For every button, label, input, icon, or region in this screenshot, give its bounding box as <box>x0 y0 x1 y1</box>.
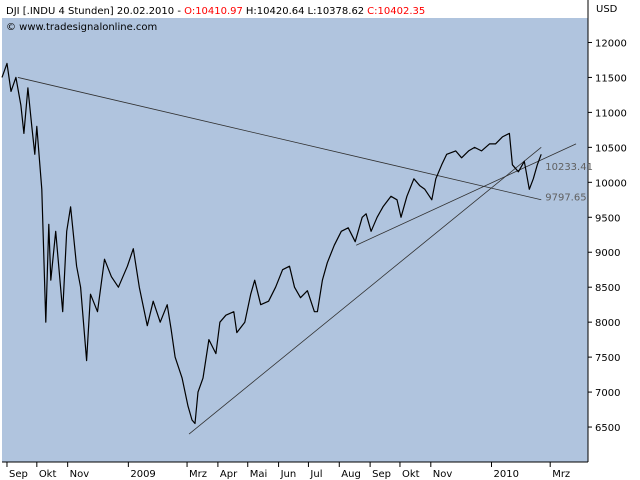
x-axis: Sep Okt Nov 2009 Mrz Apr Mai Jun Jul Aug Sep Okt Nov… <box>6 462 570 480</box>
header-line: DJI [.INDU 4 Stunden] 20.02.2010 - O:104… <box>6 6 425 17</box>
x-tick-label: Mrz <box>552 469 570 480</box>
x-tick-label: Aug <box>341 469 361 480</box>
y-tick-label: 12000 <box>595 38 627 49</box>
x-tick-label: Nov <box>70 469 90 480</box>
x-tick-label: 2010 <box>493 469 518 480</box>
watermark: © www.tradesignalonline.com <box>6 22 157 33</box>
x-tick-label: Okt <box>402 469 420 480</box>
header-high: H:10420.64 <box>246 6 305 17</box>
x-tick-label: Sep <box>372 469 391 480</box>
y-tick-label: 9000 <box>595 248 620 259</box>
x-tick-label: Okt <box>39 469 57 480</box>
x-tick-label: Mai <box>250 469 268 480</box>
x-tick-label: Sep <box>9 469 28 480</box>
y-tick-label: 11500 <box>595 73 627 84</box>
price-line[interactable] <box>1 62 542 425</box>
y-tick-label: 10500 <box>595 143 627 154</box>
y-tick-label: 9500 <box>595 213 620 224</box>
header-close: C:10402.35 <box>367 6 425 17</box>
y-axis: 6500 7000 7500 8000 8500 9000 9500 10000 10500 11… <box>588 38 627 434</box>
y-tick-label: 7000 <box>595 388 620 399</box>
header-low: L:10378.62 <box>308 6 365 17</box>
y-tick-label: 10000 <box>595 178 627 189</box>
header-symbol: DJI [.INDU 4 Stunden] 20.02.2010 - <box>6 6 184 17</box>
plot-area[interactable] <box>2 18 588 462</box>
currency-label: USD <box>596 4 618 15</box>
x-tick-label: Jun <box>280 469 297 480</box>
x-tick-label: Mrz <box>189 469 207 480</box>
price-series <box>1 62 542 425</box>
y-tick-label: 8000 <box>595 318 620 329</box>
trendline[interactable] <box>17 77 542 201</box>
header-open: O:10410.97 <box>184 6 243 17</box>
trendline[interactable] <box>188 147 542 435</box>
y-tick-label: 8500 <box>595 283 620 294</box>
y-tick-label: 11000 <box>595 108 627 119</box>
x-tick-label: Nov <box>433 469 453 480</box>
annotations: 10233.41 9797.65 <box>545 162 593 203</box>
x-tick-label: Apr <box>220 469 238 480</box>
x-tick-label: 2009 <box>130 469 155 480</box>
y-tick-label: 6500 <box>595 423 620 434</box>
trendline-value-label: 10233.41 <box>545 162 593 173</box>
y-tick-label: 7500 <box>595 353 620 364</box>
x-tick-label: Jul <box>309 469 322 480</box>
trendline-value-label: 9797.65 <box>545 192 586 203</box>
